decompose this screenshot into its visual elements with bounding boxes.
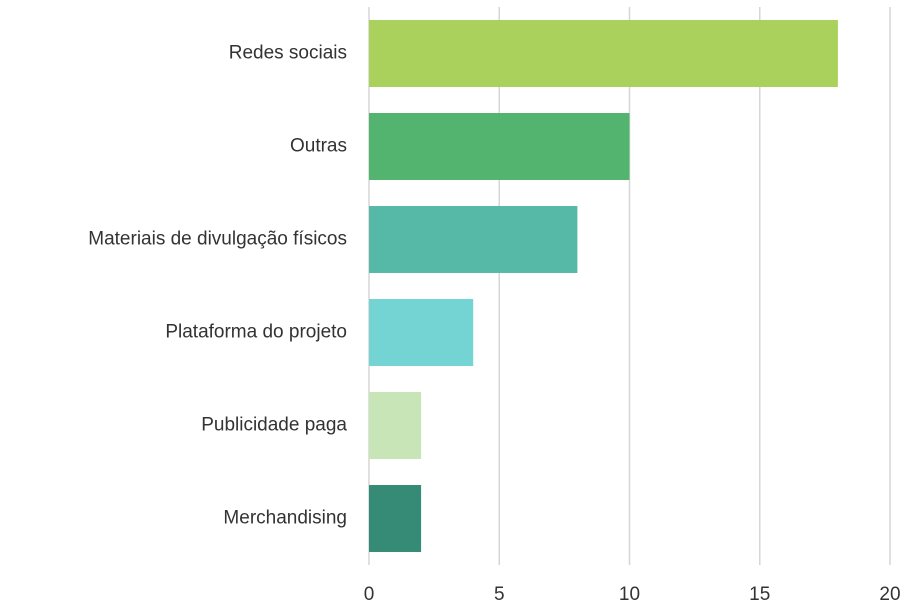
x-tick-label: 10	[619, 584, 640, 605]
y-tick-label: Publicidade paga	[201, 415, 347, 436]
x-tick-label: 0	[364, 584, 375, 605]
bar	[369, 299, 474, 366]
y-tick-label: Plataforma do projeto	[165, 322, 347, 343]
y-tick-label: Redes sociais	[229, 43, 347, 64]
bar	[369, 113, 630, 180]
bar	[369, 485, 422, 552]
y-tick-label: Merchandising	[223, 508, 347, 529]
bar	[369, 206, 578, 273]
x-tick-label: 5	[494, 584, 505, 605]
bar	[369, 392, 422, 459]
y-tick-label: Materiais de divulgação físicos	[88, 229, 347, 250]
bar	[369, 20, 838, 87]
x-tick-label: 15	[749, 584, 770, 605]
y-tick-label: Outras	[290, 136, 347, 157]
x-tick-label: 20	[879, 584, 900, 605]
